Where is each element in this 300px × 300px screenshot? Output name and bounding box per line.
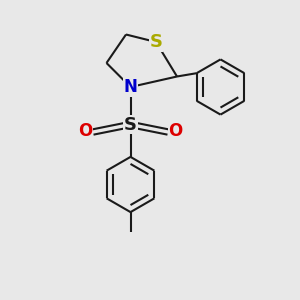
Text: S: S (149, 33, 163, 51)
Text: O: O (168, 122, 183, 140)
Text: S: S (124, 116, 137, 134)
Text: O: O (78, 122, 93, 140)
Text: N: N (124, 78, 137, 96)
